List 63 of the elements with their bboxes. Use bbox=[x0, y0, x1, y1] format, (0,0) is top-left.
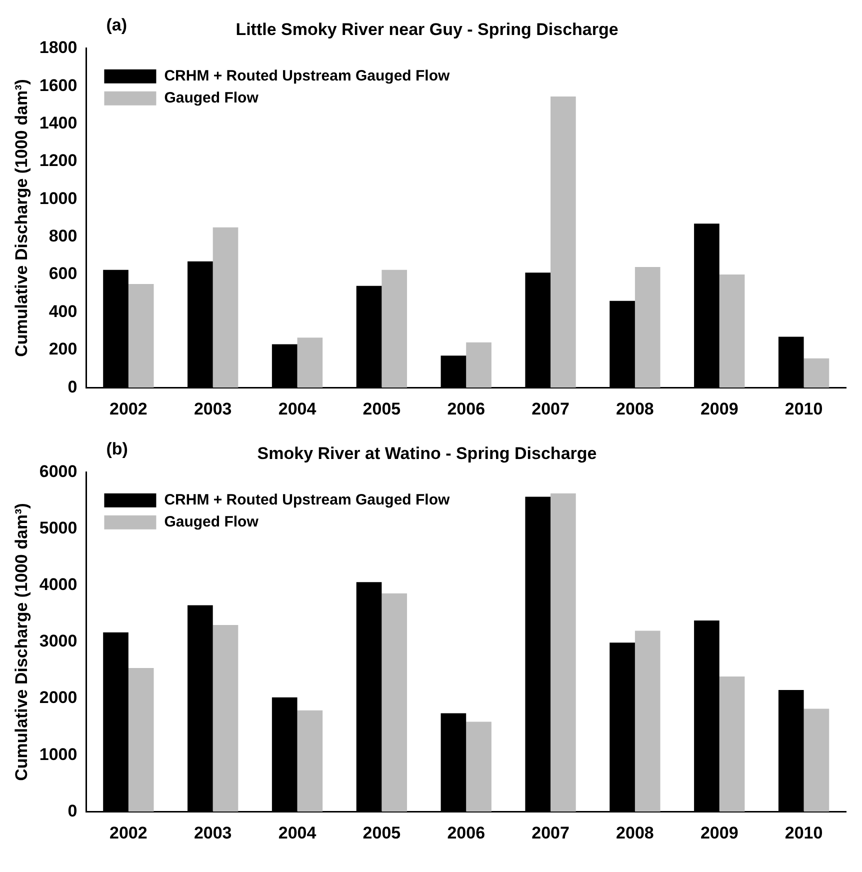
bar bbox=[719, 274, 745, 388]
chart-title: Little Smoky River near Guy - Spring Discharge bbox=[236, 20, 618, 39]
legend-label: Gauged Flow bbox=[164, 90, 259, 107]
x-tick-label: 2004 bbox=[278, 399, 317, 418]
text: (b) bbox=[106, 440, 128, 459]
bar bbox=[212, 227, 238, 388]
bar bbox=[382, 270, 408, 388]
x-tick-label: 2006 bbox=[447, 399, 486, 418]
y-tick-label: 600 bbox=[48, 264, 78, 284]
x-tick-label: 2010 bbox=[784, 399, 823, 418]
x-tick-label: 2002 bbox=[110, 823, 148, 842]
bar bbox=[466, 722, 492, 812]
x-tick-label: 2008 bbox=[616, 823, 654, 842]
x-tick-label: 2002 bbox=[110, 399, 148, 418]
x-tick-label: 2009 bbox=[700, 823, 738, 842]
bar bbox=[466, 342, 492, 388]
y-tick-label: 0 bbox=[68, 377, 78, 396]
bar bbox=[128, 668, 154, 812]
bar bbox=[128, 284, 154, 388]
y-tick-label: 4000 bbox=[39, 575, 78, 594]
x-tick-label: 2005 bbox=[362, 823, 401, 842]
y-tick-label: 1800 bbox=[39, 38, 78, 58]
bar bbox=[634, 630, 660, 812]
x-tick-label: 2010 bbox=[784, 823, 823, 842]
x-tick-label: 2004 bbox=[278, 823, 317, 842]
bar bbox=[297, 710, 323, 812]
chart-title: Smoky River at Watino - Spring Discharge bbox=[257, 444, 597, 463]
y-axis-title: Cumulative Discharge (1000 dam³) bbox=[12, 79, 31, 357]
y-tick-label: 1400 bbox=[39, 113, 78, 132]
x-tick-label: 2005 bbox=[362, 399, 401, 418]
y-tick-label: 6000 bbox=[39, 462, 78, 482]
x-tick-label: 2007 bbox=[532, 399, 570, 418]
x-tick-label: 2003 bbox=[194, 399, 232, 418]
y-tick-label: 5000 bbox=[39, 518, 78, 538]
y-tick-label: 1000 bbox=[39, 744, 78, 764]
y-tick-label: 1200 bbox=[39, 151, 78, 170]
x-tick-label: 2003 bbox=[194, 823, 232, 842]
bar bbox=[804, 708, 830, 812]
legend-label: CRHM + Routed Upstream Gauged Flow bbox=[164, 68, 450, 85]
y-tick-label: 0 bbox=[68, 801, 78, 820]
y-tick-label: 1600 bbox=[39, 76, 78, 95]
x-tick-label: 2007 bbox=[532, 823, 570, 842]
text: (a) bbox=[106, 16, 127, 35]
x-tick-label: 2006 bbox=[447, 823, 486, 842]
x-tick-label: 2008 bbox=[616, 399, 654, 418]
y-tick-label: 400 bbox=[48, 302, 78, 321]
y-axis-title: Cumulative Discharge (1000 dam³) bbox=[12, 503, 31, 781]
bar bbox=[382, 593, 408, 812]
legend-label: Gauged Flow bbox=[164, 514, 259, 531]
legend-label: CRHM + Routed Upstream Gauged Flow bbox=[164, 492, 450, 509]
y-tick-label: 200 bbox=[48, 340, 78, 359]
y-tick-label: 3000 bbox=[39, 632, 78, 651]
bar bbox=[634, 266, 660, 388]
y-tick-label: 1000 bbox=[39, 188, 78, 208]
bar bbox=[719, 676, 745, 812]
y-tick-label: 2000 bbox=[39, 688, 78, 708]
bar bbox=[550, 96, 576, 388]
bar bbox=[550, 493, 576, 812]
x-tick-label: 2009 bbox=[700, 399, 738, 418]
bar bbox=[212, 625, 238, 812]
bar bbox=[297, 338, 323, 388]
bar bbox=[804, 358, 830, 388]
y-tick-label: 800 bbox=[48, 226, 78, 246]
